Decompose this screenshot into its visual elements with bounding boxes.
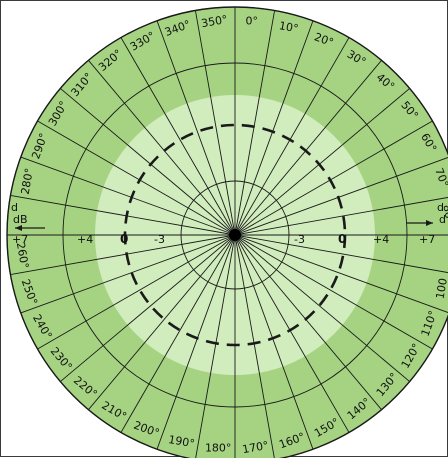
right-axis-unit: d <box>439 213 446 226</box>
spoke-260 <box>10 234 236 276</box>
left-axis-label-0: 0 <box>120 232 128 246</box>
spoke-80 <box>234 196 448 236</box>
spoke-30 <box>234 37 350 236</box>
center-dot <box>229 229 241 241</box>
spoke-220 <box>88 234 236 410</box>
left-axis-label-minus3: -3 <box>154 233 165 246</box>
spoke-240 <box>37 234 236 350</box>
angle-label-10: 10° <box>278 19 299 35</box>
spoke-280 <box>10 194 236 236</box>
left-axis-label-plus4: +4 <box>77 233 93 246</box>
angle-label-90: d <box>437 201 444 214</box>
spoke-350 <box>194 10 236 236</box>
right-arrow-head <box>426 220 433 226</box>
right-axis-label-0: 0 <box>338 232 346 246</box>
spoke-70 <box>234 156 448 236</box>
spoke-190 <box>195 234 236 458</box>
spoke-250 <box>20 234 236 314</box>
left-axis-label-plus7: +7 <box>12 233 28 246</box>
spoke-120 <box>234 234 433 350</box>
left-db-axis: dB +7 +4 0 -3 <box>12 213 165 246</box>
angle-label-190: 190° <box>167 433 195 450</box>
spoke-200 <box>156 234 236 450</box>
spoke-330 <box>120 37 236 236</box>
left-axis-unit: dB <box>13 213 28 226</box>
right-axis-label-minus3: -3 <box>294 233 305 246</box>
spoke-210 <box>120 234 236 433</box>
spoke-20 <box>234 20 314 236</box>
spoke-290 <box>20 156 236 236</box>
spoke-100 <box>234 234 448 274</box>
angle-label-260: 260° <box>14 241 31 269</box>
spoke-160 <box>234 234 314 450</box>
spoke-170 <box>234 234 275 458</box>
spoke-110 <box>234 234 448 314</box>
spoke-320 <box>88 60 236 236</box>
angle-label-280: 280° <box>19 167 36 195</box>
spoke-300 <box>37 120 236 236</box>
spoke-130 <box>234 234 410 382</box>
spoke-230 <box>60 234 236 382</box>
angle-label-170: 170° <box>241 439 269 456</box>
angle-label-350: 350° <box>200 13 228 30</box>
right-db-axis: d -3 0 +4 +7 <box>294 213 446 246</box>
left-arrow-head <box>15 225 22 231</box>
right-axis-label-plus4: +4 <box>373 233 389 246</box>
spoke-310 <box>60 88 236 236</box>
spoke-340 <box>156 20 236 236</box>
angle-label-80: 80° <box>440 204 448 225</box>
angle-label-0: 0° <box>246 15 259 28</box>
angle-label-270: d <box>11 201 18 214</box>
right-axis-label-plus7: +7 <box>419 233 435 246</box>
spoke-60 <box>234 120 433 236</box>
angle-label-20: 20° <box>312 30 335 49</box>
spoke-50 <box>234 88 410 236</box>
spoke-140 <box>234 234 382 410</box>
angle-label-100: 100 <box>433 277 448 300</box>
spoke-150 <box>234 234 350 433</box>
angle-label-180: 180° <box>205 441 232 454</box>
spoke-40 <box>234 60 382 236</box>
spoke-10 <box>234 10 276 236</box>
